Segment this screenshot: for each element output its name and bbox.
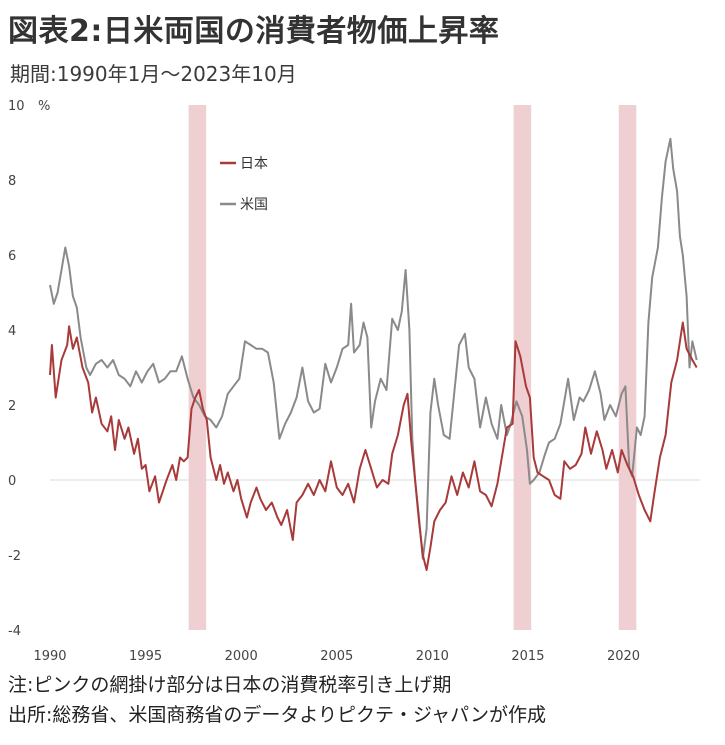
x-tick-label: 2015 <box>511 649 544 664</box>
y-tick-label: 10 <box>8 99 25 114</box>
x-tick-label: 1995 <box>129 649 162 664</box>
shade-period-3 <box>618 105 637 630</box>
y-tick-label: 2 <box>8 399 16 414</box>
x-tick-label: 2020 <box>607 649 640 664</box>
note-shading: 注:ピンクの網掛け部分は日本の消費税率引き上げ期 <box>8 674 452 696</box>
x-axis: 1990 1995 2000 2005 2010 2015 2020 <box>33 649 640 664</box>
x-tick-label: 2000 <box>225 649 258 664</box>
y-axis: -4 -2 0 2 4 6 8 10 <box>8 99 25 639</box>
series-lines <box>49 137 698 571</box>
legend-label-us: 米国 <box>240 197 268 213</box>
tax-hike-shading <box>188 105 637 630</box>
y-tick-label: 4 <box>8 324 16 339</box>
x-tick-label: 2010 <box>416 649 449 664</box>
legend-label-japan: 日本 <box>240 156 268 172</box>
notes: 注:ピンクの網掛け部分は日本の消費税率引き上げ期 出所:総務省、米国商務省のデー… <box>8 670 546 730</box>
note-source: 出所:総務省、米国商務省のデータよりピクテ・ジャパンが作成 <box>8 704 547 726</box>
line-chart: -4 -2 0 2 4 6 8 10 % 1990 1995 2000 2005 2010 2015 20… <box>8 99 700 664</box>
x-tick-label: 1990 <box>33 649 66 664</box>
y-tick-label: -2 <box>8 549 21 564</box>
chart-title: 図表2:日米両国の消費者物価上昇率 <box>8 14 500 49</box>
shade-period-1 <box>188 105 207 630</box>
y-axis-unit: % <box>38 99 50 114</box>
chart-subtitle: 期間:1990年1月〜2023年10月 <box>10 62 297 86</box>
y-tick-label: 0 <box>8 474 16 489</box>
x-tick-label: 2005 <box>320 649 353 664</box>
series-line-us <box>49 137 698 560</box>
series-line-japan <box>49 321 698 571</box>
y-tick-label: 8 <box>8 174 16 189</box>
y-tick-label: 6 <box>8 249 16 264</box>
y-tick-label: -4 <box>8 624 21 639</box>
